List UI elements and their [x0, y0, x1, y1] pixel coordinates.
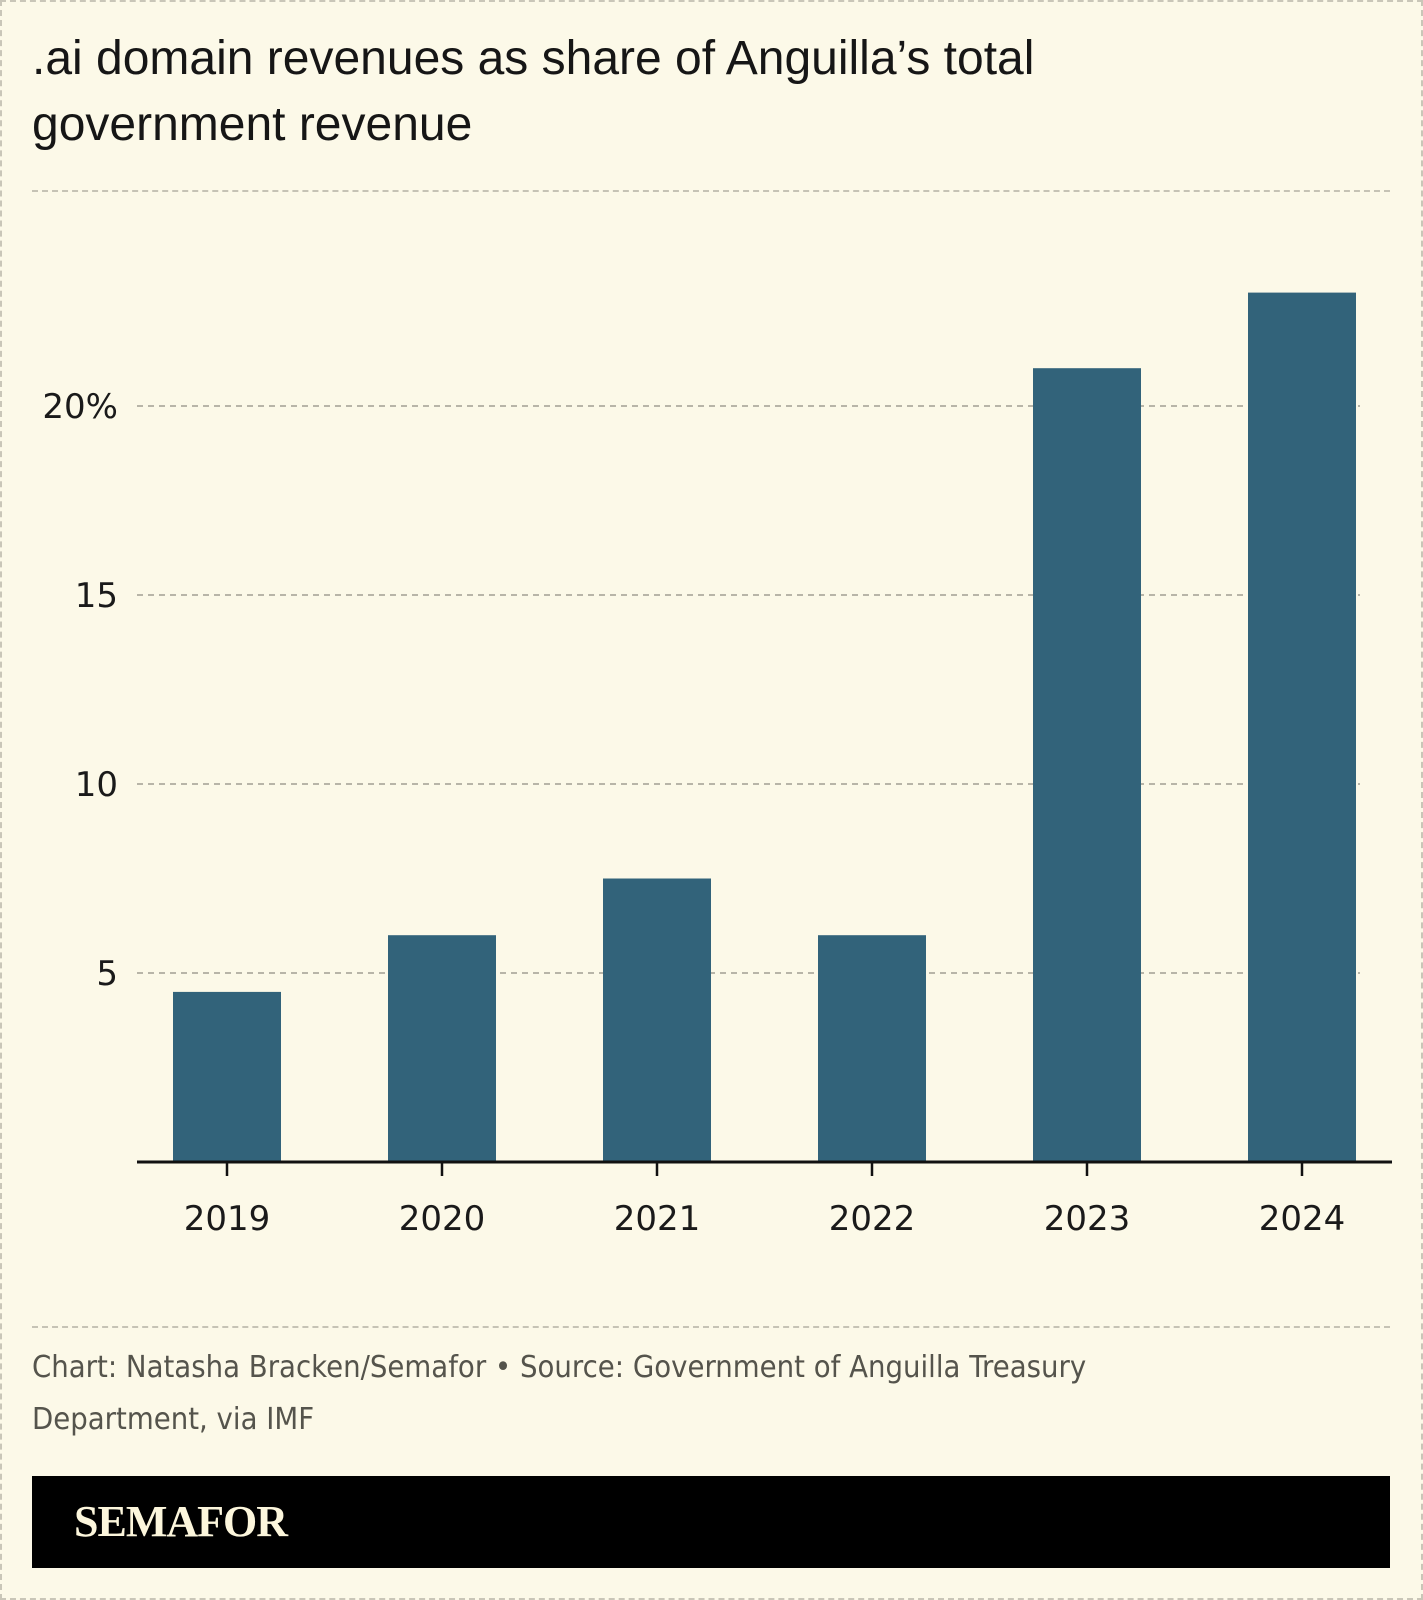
bar-2020 — [388, 935, 496, 1162]
x-tick-label: 2024 — [1259, 1199, 1346, 1239]
x-tick-label: 2023 — [1044, 1199, 1131, 1239]
gridlines — [137, 405, 1360, 974]
bars — [173, 292, 1356, 1163]
y-tick-label: 20% — [42, 387, 118, 427]
bar-2024 — [1248, 292, 1356, 1163]
y-axis-ticks: 5 10 15 20% — [42, 387, 118, 994]
bottom-divider — [32, 1326, 1390, 1328]
x-tick-label: 2021 — [614, 1199, 701, 1239]
brand-bar: SEMAFOR — [32, 1476, 1390, 1568]
top-divider — [32, 190, 1390, 192]
y-tick-label: 10 — [75, 765, 118, 805]
x-axis: 2019 2020 2021 2022 2023 2024 — [137, 1160, 1392, 1239]
source-credit: Chart: Natasha Bracken/Semafor • Source:… — [32, 1350, 1087, 1437]
bar-2019 — [173, 991, 281, 1162]
bar-2022 — [818, 935, 926, 1162]
bar-chart: 5 10 15 20% 2019 2020 2021 2022 2023 2024 — [42, 292, 1392, 1239]
semafor-logo: SEMAFOR — [74, 1497, 288, 1546]
y-tick-label: 5 — [96, 954, 118, 994]
bar-2023 — [1033, 368, 1141, 1162]
chart-title: .ai domain revenues as share of Anguilla… — [32, 32, 1035, 151]
y-tick-label: 15 — [75, 576, 118, 616]
x-tick-label: 2020 — [399, 1199, 486, 1239]
x-tick-label: 2022 — [829, 1199, 916, 1239]
bar-2021 — [603, 878, 711, 1162]
x-tick-label: 2019 — [184, 1199, 271, 1239]
